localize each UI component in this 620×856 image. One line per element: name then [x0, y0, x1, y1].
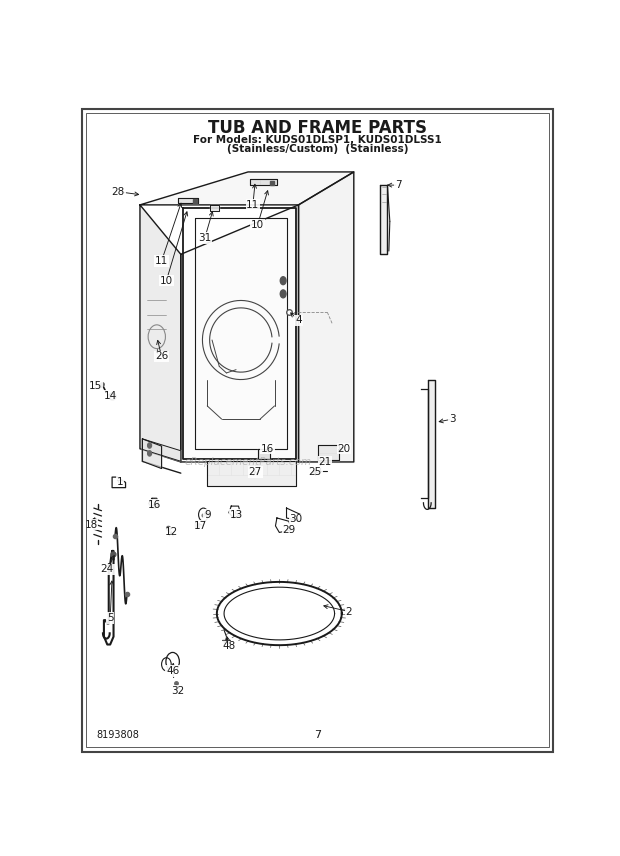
Text: 7: 7 [314, 730, 321, 740]
Circle shape [148, 451, 151, 456]
Text: 48: 48 [222, 641, 236, 651]
Circle shape [280, 290, 286, 298]
Polygon shape [207, 461, 296, 486]
Text: 3: 3 [449, 414, 456, 424]
Text: 15: 15 [89, 381, 102, 391]
Text: 16: 16 [148, 500, 161, 510]
Text: 11: 11 [246, 200, 260, 210]
Text: 24: 24 [100, 564, 114, 574]
Text: 29: 29 [282, 525, 296, 535]
Polygon shape [250, 179, 277, 185]
Polygon shape [143, 439, 181, 461]
Polygon shape [258, 449, 270, 459]
Polygon shape [181, 205, 298, 462]
Polygon shape [380, 185, 388, 254]
Text: 14: 14 [104, 391, 117, 401]
Polygon shape [140, 172, 354, 205]
Text: (Stainless/Custom)  (Stainless): (Stainless/Custom) (Stainless) [227, 144, 409, 154]
Polygon shape [149, 498, 159, 508]
Text: 27: 27 [249, 467, 262, 477]
Polygon shape [143, 439, 162, 468]
Polygon shape [298, 172, 354, 462]
Circle shape [148, 443, 151, 448]
Polygon shape [317, 445, 339, 460]
Text: 9: 9 [204, 509, 211, 520]
Polygon shape [140, 205, 181, 462]
Polygon shape [428, 379, 435, 508]
Text: 21: 21 [318, 457, 332, 467]
Text: 10: 10 [251, 220, 264, 229]
Text: 17: 17 [193, 520, 206, 531]
Text: 12: 12 [164, 527, 178, 538]
Polygon shape [210, 205, 219, 211]
Text: eReplacementParts.com: eReplacementParts.com [185, 457, 312, 467]
Text: 18: 18 [84, 520, 97, 530]
Text: 7: 7 [395, 180, 402, 190]
Text: 13: 13 [229, 509, 242, 520]
Text: 2: 2 [346, 607, 352, 616]
Text: 10: 10 [160, 276, 173, 286]
Circle shape [280, 276, 286, 285]
Text: For Models: KUDS01DLSP1, KUDS01DLSS1: For Models: KUDS01DLSP1, KUDS01DLSS1 [193, 134, 442, 145]
Text: 32: 32 [171, 686, 184, 696]
Text: 28: 28 [112, 187, 125, 197]
Text: 30: 30 [290, 514, 303, 524]
Polygon shape [179, 198, 198, 203]
Text: 25: 25 [309, 467, 322, 477]
Text: 1: 1 [117, 477, 123, 487]
Text: 11: 11 [155, 256, 168, 266]
Text: 4: 4 [295, 315, 302, 325]
Text: 46: 46 [166, 666, 179, 676]
Text: 5: 5 [107, 613, 113, 623]
Text: 8193808: 8193808 [97, 730, 140, 740]
Text: 16: 16 [260, 443, 274, 454]
Text: 20: 20 [338, 443, 351, 454]
Text: TUB AND FRAME PARTS: TUB AND FRAME PARTS [208, 119, 427, 137]
Text: 31: 31 [198, 233, 211, 243]
Text: 26: 26 [155, 352, 168, 361]
